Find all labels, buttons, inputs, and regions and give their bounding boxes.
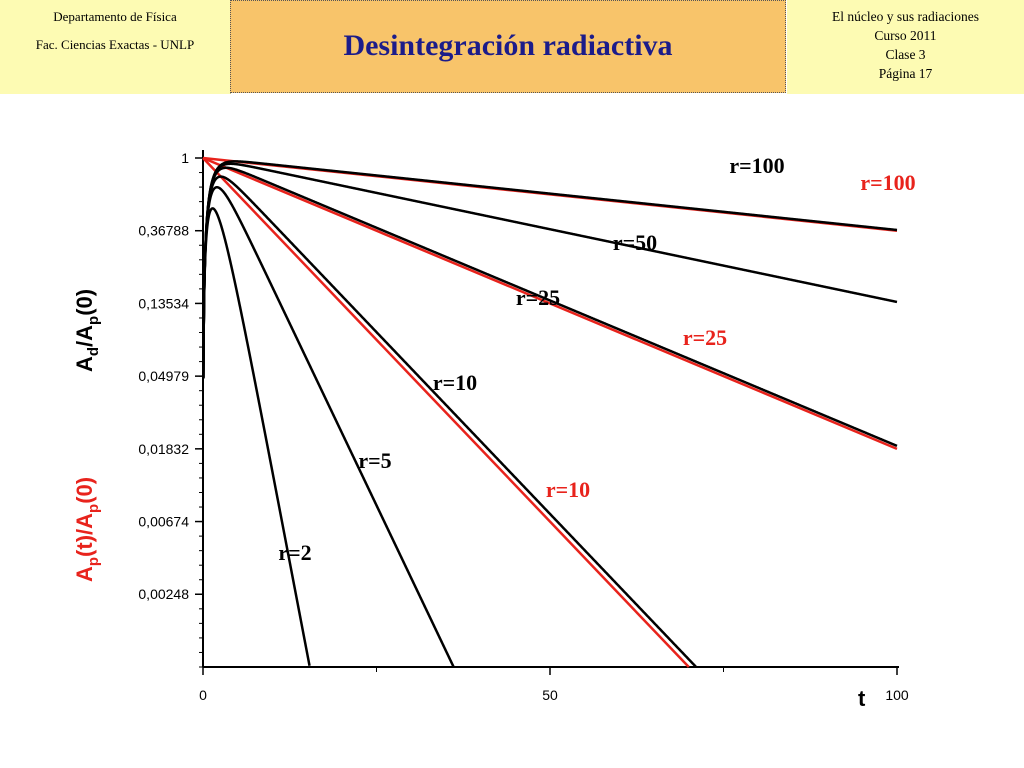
page-title: Desintegración radiactiva (343, 29, 673, 62)
class-number-text: Clase 3 (885, 47, 926, 62)
chart-labels: r=2 r=5 r=10 r=25 r=50 r=100 r=10 r=25 r=100 (278, 153, 915, 565)
y-axis-label-parent: Ap(t)/Ap(0) (72, 477, 102, 582)
daughter-curve-r5 (202, 186, 455, 668)
page-number-text: Página 17 (878, 66, 933, 81)
daughter-label-r100: r=100 (729, 153, 784, 178)
x-tick-label: 50 (542, 687, 558, 703)
chart-axes (202, 150, 899, 668)
daughter-label-r50: r=50 (613, 230, 657, 255)
x-tick-label: 0 (199, 687, 207, 703)
course-name-text: El núcleo y sus radiaciones (832, 9, 979, 24)
department-text: Departamento de Física (53, 9, 177, 24)
y-tick-label: 0,36788 (138, 223, 189, 239)
faculty-text: Fac. Ciencias Exactas - UNLP (35, 37, 195, 52)
chart-lines (202, 156, 898, 668)
daughter-label-r25: r=25 (516, 285, 560, 310)
parent-label-r10: r=10 (546, 477, 590, 502)
daughter-curve-r25 (202, 166, 898, 448)
daughter-label-r5: r=5 (358, 448, 391, 473)
parent-label-r100: r=100 (860, 170, 915, 195)
y-tick-label: 0,13534 (138, 295, 189, 311)
y-tick-label: 1 (181, 150, 189, 166)
daughter-label-r2: r=2 (278, 540, 311, 565)
parent-curve-r25 (202, 156, 898, 451)
daughter-label-r10: r=10 (433, 370, 477, 395)
y-tick-label: 0,01832 (138, 441, 189, 457)
daughter-curve-r10 (202, 175, 697, 668)
y-tick-label: 0,00674 (138, 514, 189, 530)
daughter-curve-r2 (202, 207, 311, 666)
x-tick-label: 100 (885, 687, 909, 703)
parent-curve-r10 (202, 157, 690, 668)
parent-label-r25: r=25 (683, 325, 727, 350)
daughter-curve-r100 (202, 160, 898, 378)
y-axis-label-daughter: Ad/Ap(0) (72, 289, 102, 372)
x-axis-label: t (858, 686, 866, 711)
header-left-panel: Departamento de Física Fac. Ciencias Exa… (0, 0, 231, 94)
decay-chart: 1 0,36788 0,13534 0,04979 0,01832 0,00674 0,00… (72, 150, 916, 711)
header-right-panel: El núcleo y sus radiaciones Curso 2011 C… (787, 0, 1024, 94)
chart-ticks: 1 0,36788 0,13534 0,04979 0,01832 0,00674 0,00… (138, 150, 909, 703)
header-title-panel: Desintegración radiactiva (230, 0, 786, 93)
course-year-text: Curso 2011 (874, 28, 937, 43)
daughter-curve-r50 (202, 162, 898, 378)
y-tick-label: 0,00248 (138, 586, 189, 602)
y-tick-label: 0,04979 (138, 368, 189, 384)
